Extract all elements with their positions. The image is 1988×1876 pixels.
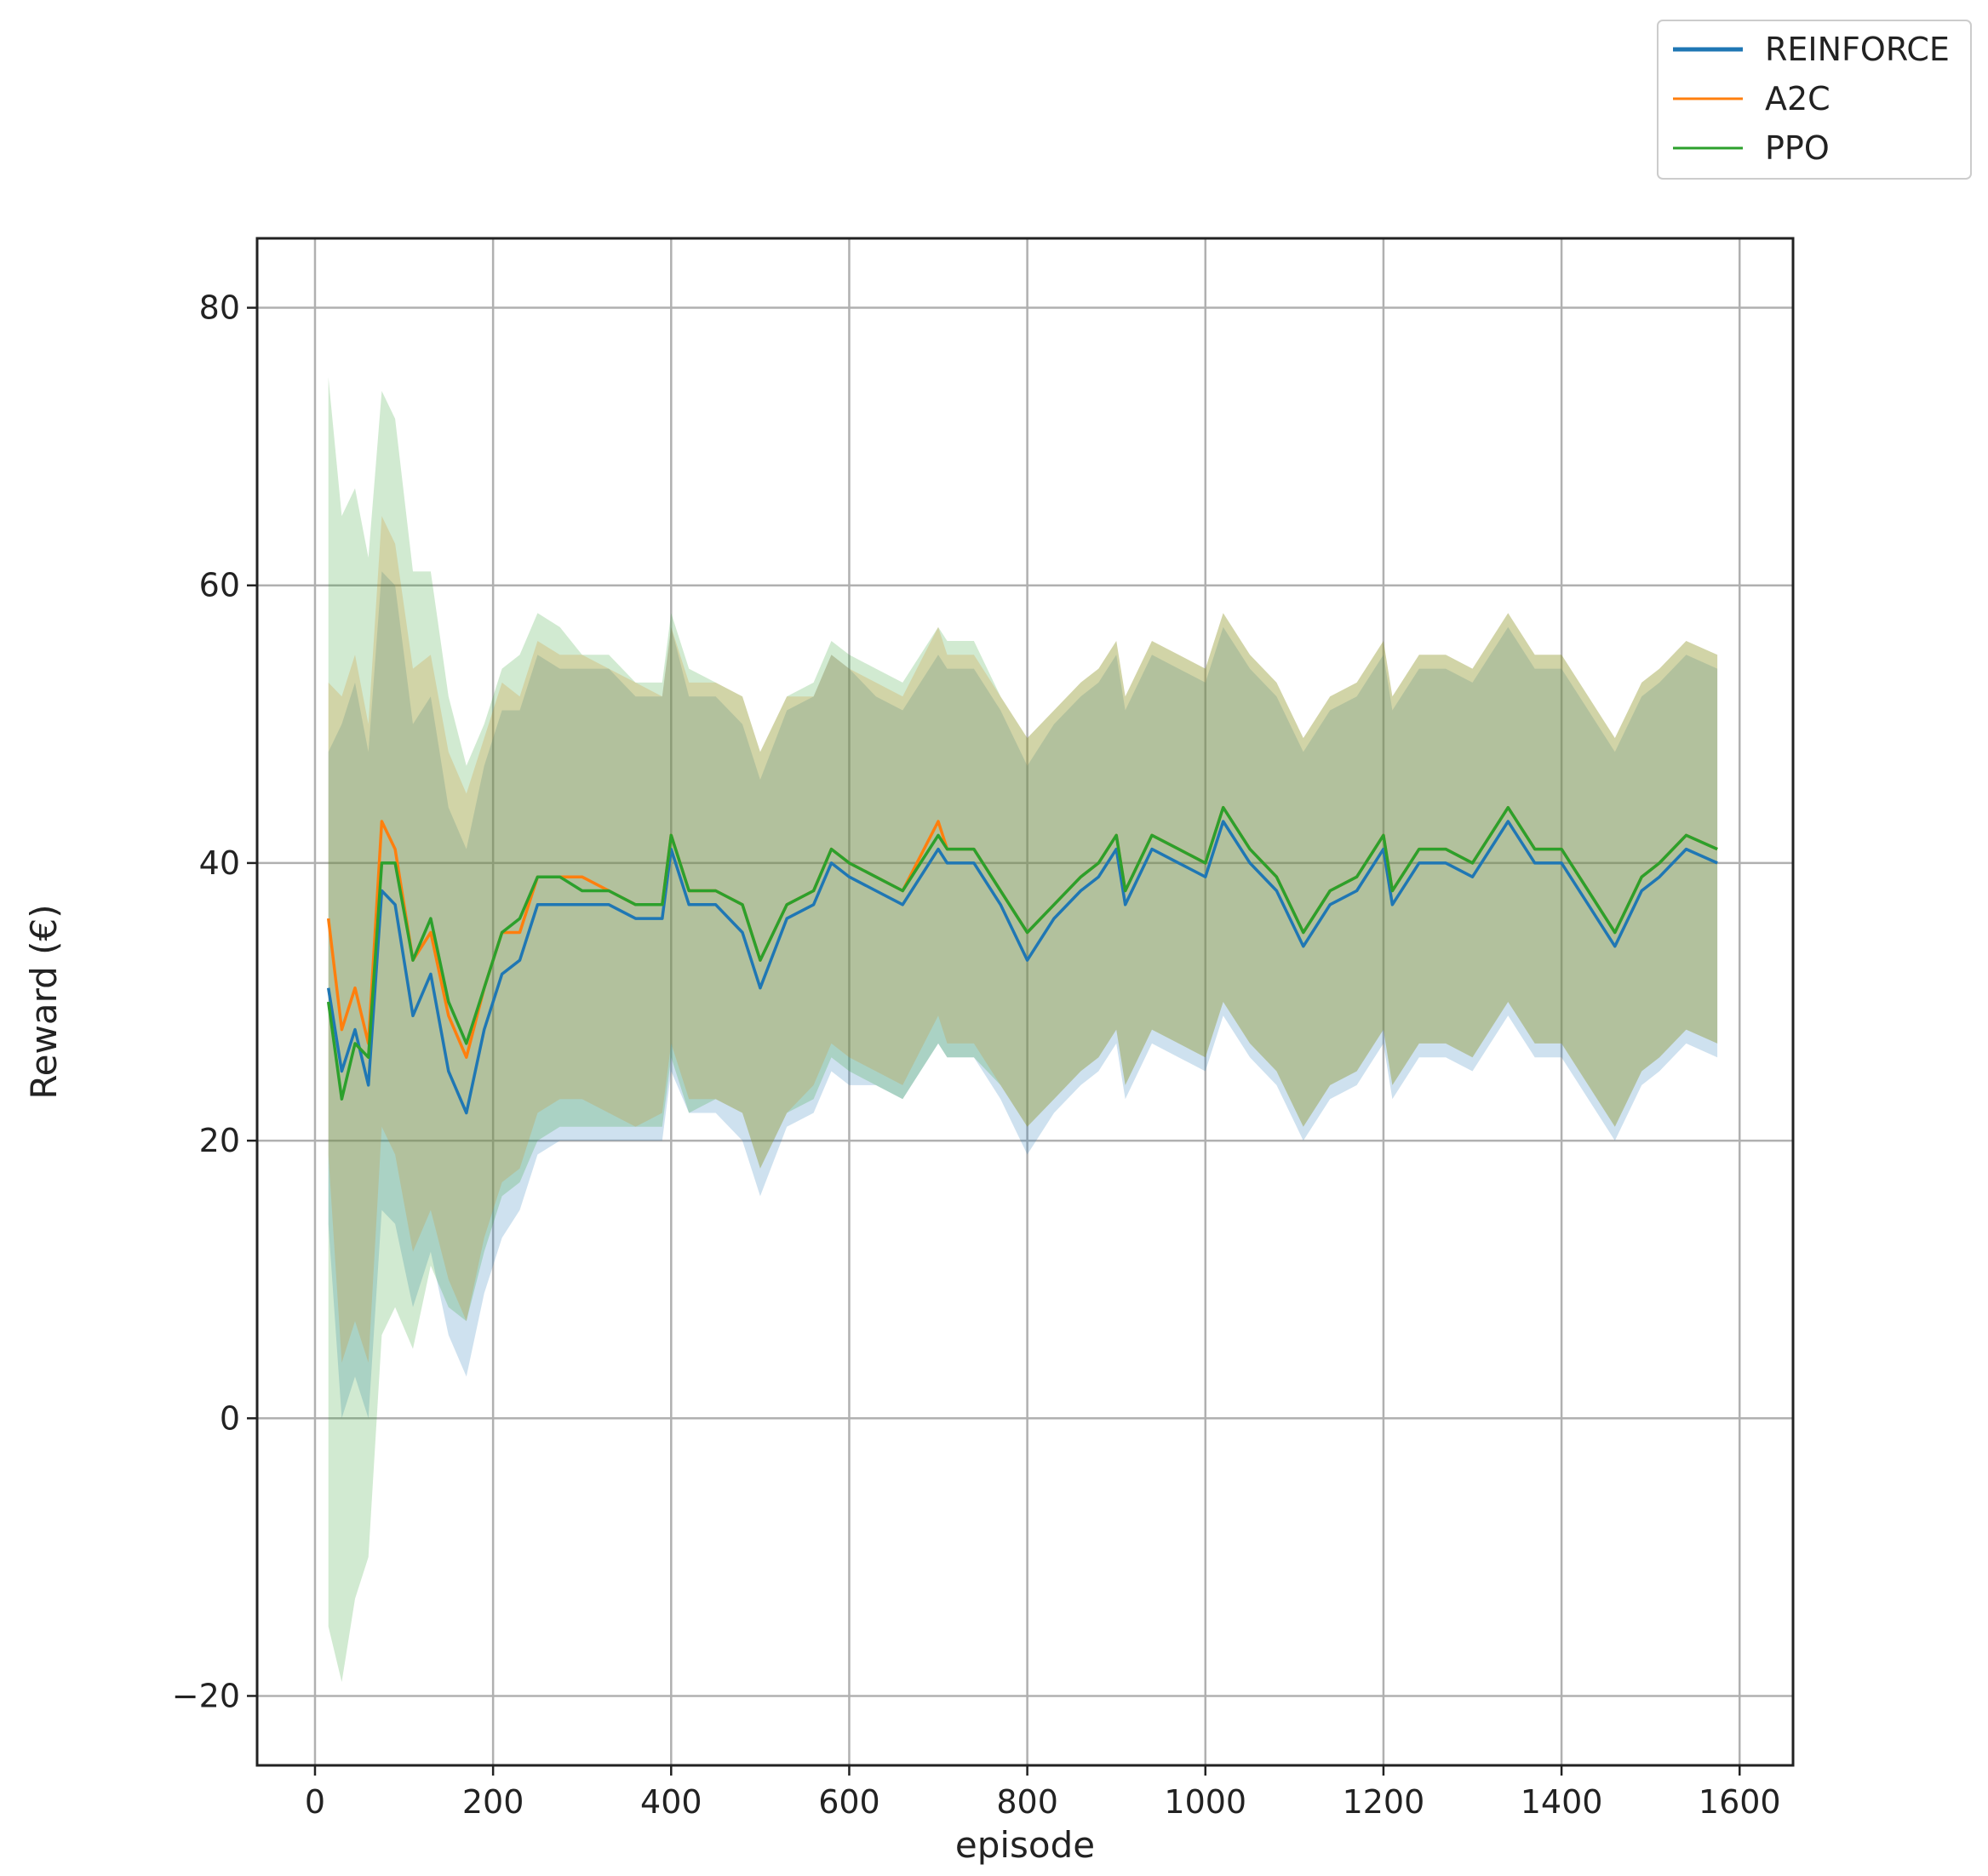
legend-label-ppo: PPO <box>1765 129 1830 167</box>
x-tick-label: 400 <box>640 1783 702 1821</box>
legend-box <box>1657 20 1972 180</box>
x-axis-label: episode <box>955 1824 1095 1866</box>
x-tick-label: 1400 <box>1521 1783 1603 1821</box>
legend-label-a2c: A2C <box>1765 80 1830 117</box>
y-tick-label: 0 <box>220 1399 240 1437</box>
y-tick-label: 60 <box>199 567 240 604</box>
x-tick-label: 1200 <box>1343 1783 1425 1821</box>
y-tick-label: −20 <box>172 1677 240 1714</box>
y-tick-label: 40 <box>199 844 240 882</box>
line-reinforce <box>326 820 1718 1115</box>
x-tick-label: 0 <box>305 1783 325 1821</box>
line-ppo <box>326 805 1718 1101</box>
y-axis-ticks: −20 0 20 40 60 80 <box>172 289 257 1714</box>
y-axis-label: Reward (€) <box>23 904 65 1099</box>
x-tick-label: 800 <box>996 1783 1058 1821</box>
x-tick-label: 200 <box>462 1783 524 1821</box>
x-tick-label: 1000 <box>1164 1783 1246 1821</box>
std-bands <box>328 377 1718 1683</box>
y-tick-label: 20 <box>199 1122 240 1159</box>
y-tick-label: 80 <box>199 289 240 327</box>
legend: REINFORCE A2C PPO <box>1657 20 1972 180</box>
series-lines <box>326 805 1718 1115</box>
plot-frame <box>255 237 1795 1767</box>
band-reinforce <box>328 571 1718 1419</box>
band-ppo <box>328 377 1718 1683</box>
x-axis-ticks: 0 200 400 600 800 1000 1200 1400 1600 <box>305 1765 1781 1821</box>
x-tick-label: 1600 <box>1699 1783 1781 1821</box>
x-tick-label: 600 <box>818 1783 880 1821</box>
band-a2c <box>328 516 1718 1363</box>
legend-label-reinforce: REINFORCE <box>1765 31 1950 68</box>
